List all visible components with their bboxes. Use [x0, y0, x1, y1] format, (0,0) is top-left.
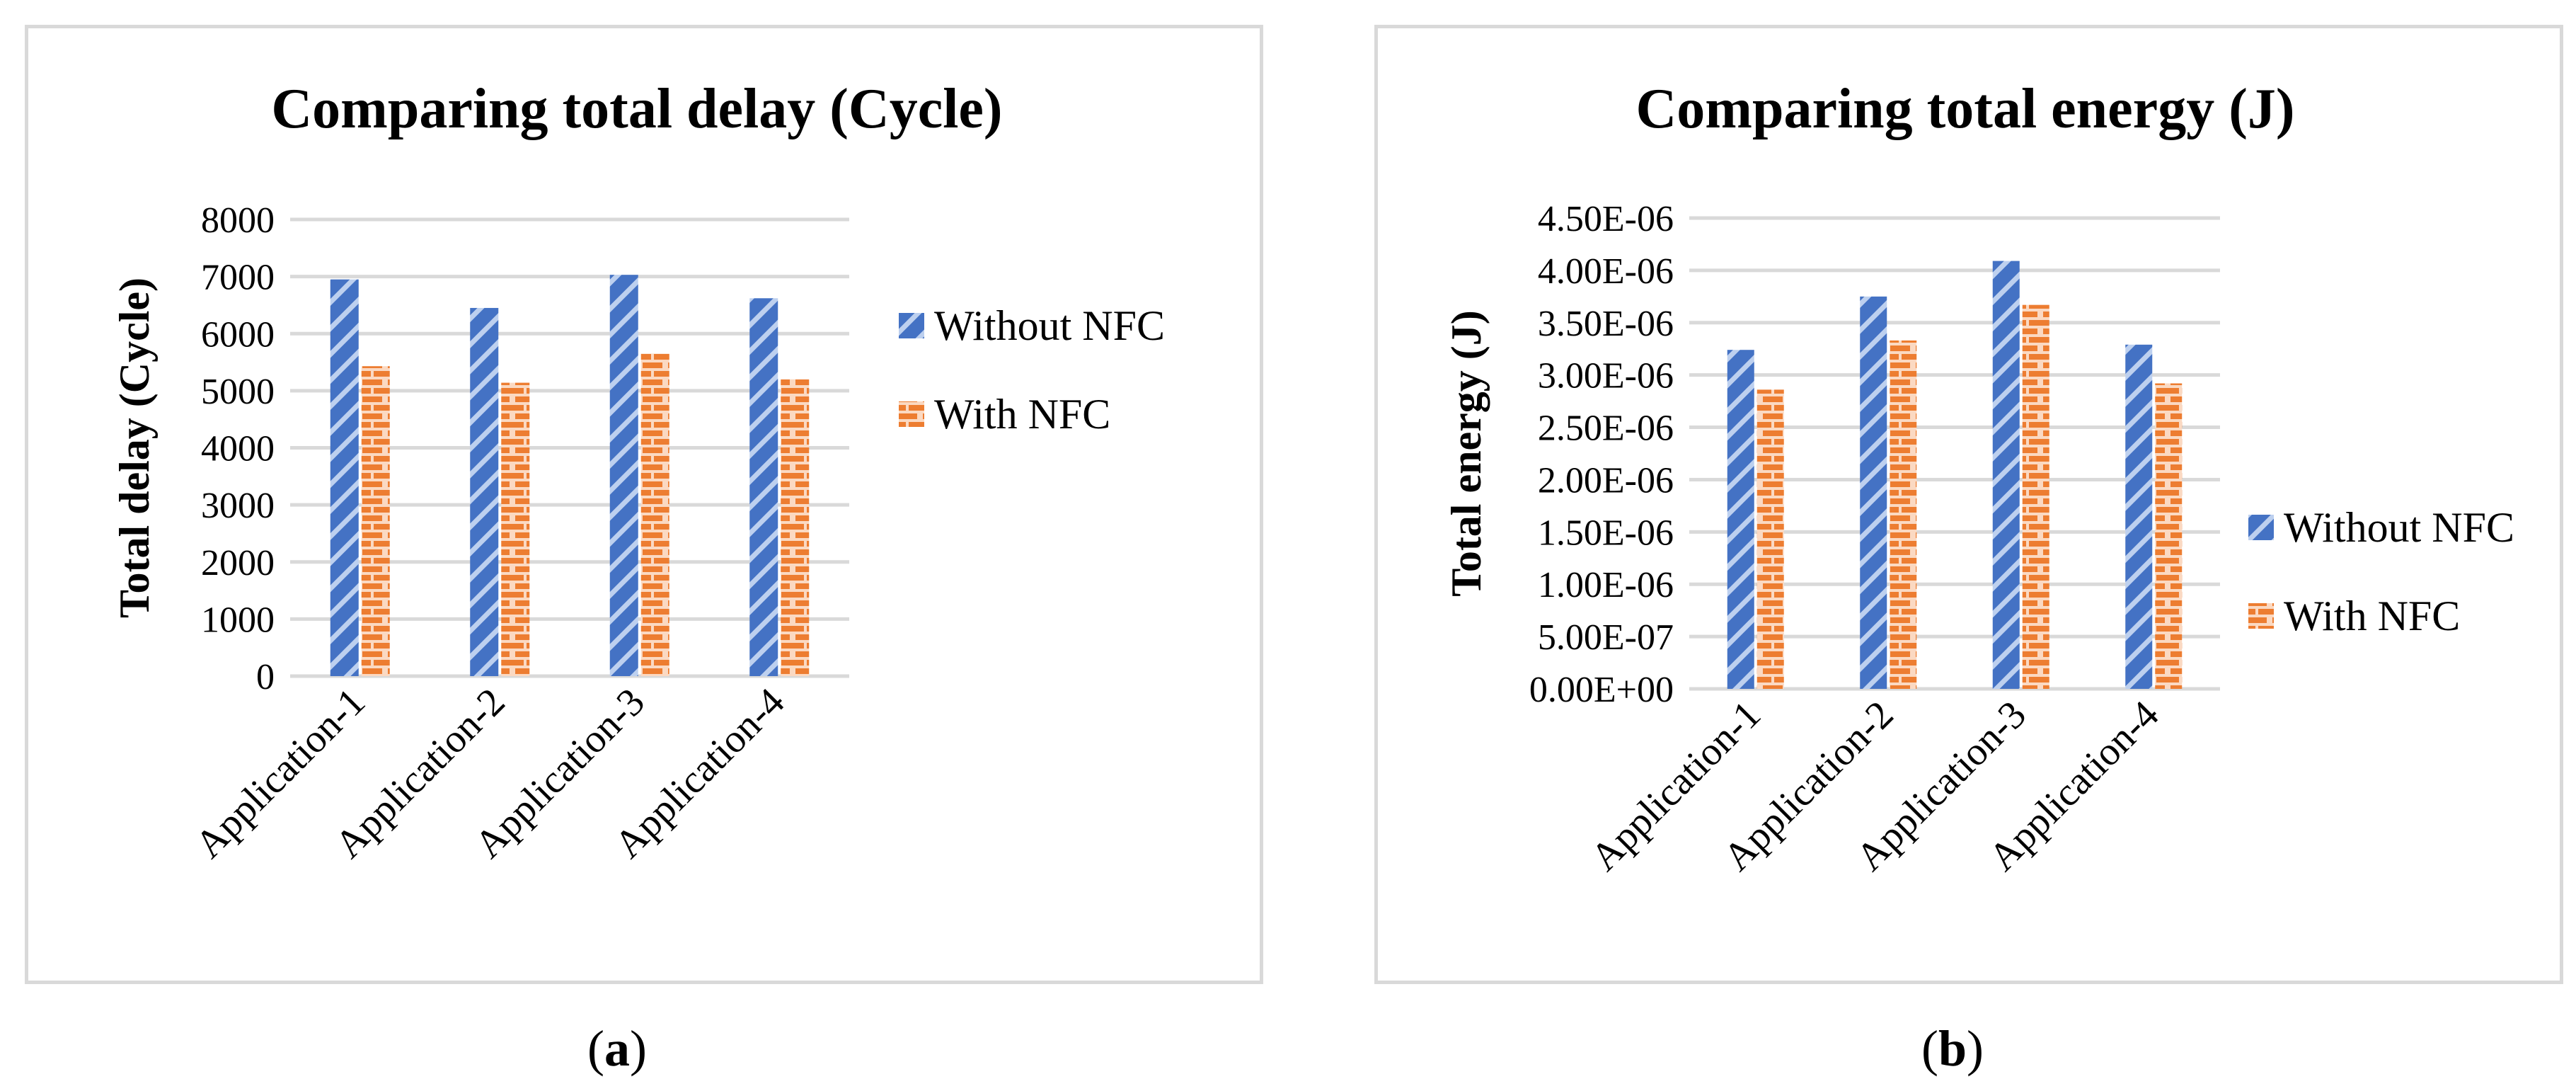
bar-with-nfc	[2155, 383, 2183, 689]
energy-chart-svg: Comparing total energy (J) Total energy (…	[1443, 78, 2514, 879]
legend-label: With NFC	[934, 391, 1110, 438]
legend-swatch-with-nfc	[2248, 603, 2274, 629]
chart-panel-b: Comparing total energy (J) Total energy (…	[1374, 25, 2563, 984]
y-tick-label: 1.50E-06	[1538, 513, 1674, 553]
bar-without-nfc	[609, 275, 638, 676]
y-tick-label: 5000	[201, 372, 275, 412]
panel-label-a-letter: a	[604, 1020, 630, 1077]
bar-without-nfc	[330, 279, 359, 676]
y-tick-label: 0.00E+00	[1529, 670, 1674, 710]
legend-swatch-with-nfc	[899, 401, 924, 427]
panel-label-b-letter: b	[1938, 1020, 1967, 1077]
bar-without-nfc	[1860, 296, 1887, 689]
y-axis-label: Total energy (J)	[1443, 310, 1490, 596]
legend-swatch-without-nfc	[899, 313, 924, 338]
y-tick-label: 1.00E-06	[1538, 565, 1674, 605]
delay-chart-svg: Comparing total delay (Cycle) Total delay…	[111, 78, 1165, 867]
y-tick-label: 8000	[201, 200, 275, 241]
y-tick-label: 3.00E-06	[1538, 356, 1674, 396]
legend-label: Without NFC	[2284, 504, 2514, 551]
y-tick-label: 4.50E-06	[1538, 199, 1674, 239]
y-tick-label: 7000	[201, 258, 275, 298]
chart-panel-a: Comparing total delay (Cycle) Total delay…	[25, 25, 1263, 984]
bar-with-nfc	[640, 353, 669, 676]
bar-with-nfc	[1756, 389, 1784, 689]
legend-label: With NFC	[2284, 593, 2460, 639]
bar-without-nfc	[2125, 344, 2153, 689]
panel-label-b: (b)	[1921, 1020, 1984, 1077]
y-axis-label: Total delay (Cycle)	[111, 278, 158, 618]
y-tick-label: 0	[256, 657, 275, 697]
legend-label: Without NFC	[934, 302, 1165, 349]
bar-without-nfc	[749, 298, 778, 676]
y-tick-label: 6000	[201, 314, 275, 355]
y-tick-label: 2.50E-06	[1538, 409, 1674, 449]
legend-swatch-without-nfc	[2248, 515, 2274, 540]
bar-with-nfc	[781, 379, 810, 676]
panel-label-a: (a)	[587, 1020, 647, 1077]
y-tick-label: 5.00E-07	[1538, 617, 1674, 658]
y-tick-label: 3.50E-06	[1538, 304, 1674, 344]
chart-title: Comparing total delay (Cycle)	[271, 78, 1002, 140]
bar-with-nfc	[1890, 340, 1917, 689]
bar-without-nfc	[470, 307, 499, 676]
y-tick-label: 3000	[201, 486, 275, 526]
y-tick-label: 1000	[201, 600, 275, 640]
y-tick-label: 4000	[201, 429, 275, 469]
bar-without-nfc	[1727, 350, 1754, 689]
y-tick-label: 2.00E-06	[1538, 460, 1674, 501]
bar-without-nfc	[1992, 261, 2020, 690]
bar-with-nfc	[361, 366, 390, 676]
y-tick-label: 2000	[201, 543, 275, 583]
bar-with-nfc	[501, 382, 530, 676]
chart-title: Comparing total energy (J)	[1636, 78, 2295, 140]
y-tick-label: 4.00E-06	[1538, 251, 1674, 292]
bar-with-nfc	[2022, 304, 2049, 690]
